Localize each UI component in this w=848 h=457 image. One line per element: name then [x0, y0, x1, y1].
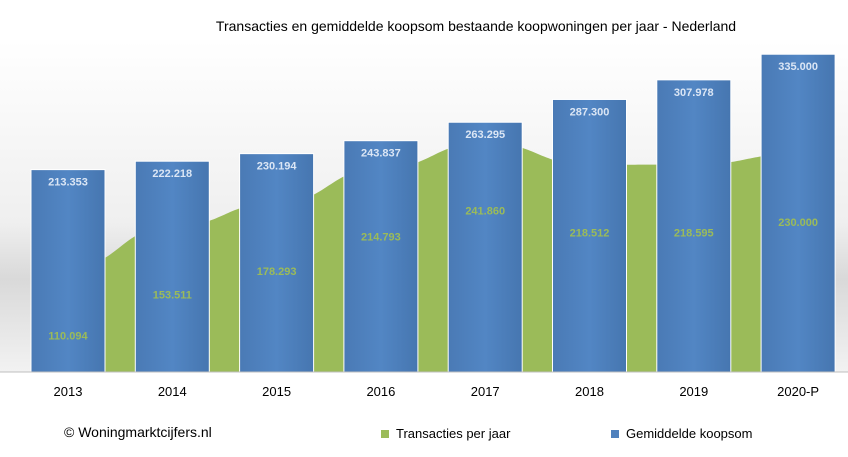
koopsom-data-label: 213.353 [48, 177, 88, 189]
koopsom-bar-layer [30, 53, 836, 373]
legend-label-transacties: Transacties per jaar [396, 426, 511, 441]
legend-label-koopsom: Gemiddelde koopsom [626, 426, 752, 441]
koopsom-data-label: 307.978 [674, 87, 714, 99]
legend-swatch-transacties [381, 430, 389, 438]
x-tick-label: 2013 [54, 384, 83, 399]
koopsom-data-label: 243.837 [361, 148, 401, 160]
x-tick-label: 2017 [471, 384, 500, 399]
koopsom-data-label: 335.000 [778, 61, 818, 73]
x-tick-label: 2015 [262, 384, 291, 399]
koopsom-data-label: 230.194 [257, 161, 298, 173]
koopsom-bar [760, 53, 836, 373]
transacties-data-label: 178.293 [257, 266, 297, 278]
koopsom-bar [134, 160, 210, 373]
koopsom-bar [656, 79, 732, 373]
transacties-data-label: 214.793 [361, 231, 401, 243]
x-tick-label: 2019 [679, 384, 708, 399]
koopsom-bar [343, 140, 419, 373]
transacties-data-label: 218.595 [674, 228, 714, 240]
koopsom-bar [239, 153, 315, 373]
koopsom-bar [447, 121, 523, 373]
source-note: © Woningmarktcijfers.nl [64, 424, 212, 440]
chart-title: Transacties en gemiddelde koopsom bestaa… [216, 18, 736, 34]
x-tick-label: 2014 [158, 384, 187, 399]
koopsom-data-label: 287.300 [570, 106, 610, 118]
x-tick-label: 2020-P [777, 384, 819, 399]
transacties-data-label: 230.000 [778, 217, 818, 229]
transacties-data-label: 218.512 [570, 228, 610, 240]
transacties-data-label: 241.860 [465, 206, 505, 218]
data-label-layer: 213.353 222.218 230.194 243.837 263.295 287.3… [48, 61, 818, 342]
koopsom-bar [30, 169, 106, 373]
koopsom-data-label: 263.295 [465, 129, 505, 141]
transacties-data-label: 153.511 [153, 289, 192, 301]
legend: Transacties per jaar Gemiddelde koopsom [381, 426, 752, 441]
x-axis-ticks: 2013 2014 2015 2016 2017 2018 2019 2020-P [54, 384, 820, 399]
koopsom-data-label: 222.218 [152, 168, 192, 180]
legend-swatch-koopsom [611, 430, 619, 438]
transacties-data-label: 110.094 [48, 331, 88, 343]
x-tick-label: 2018 [575, 384, 604, 399]
x-tick-label: 2016 [366, 384, 395, 399]
